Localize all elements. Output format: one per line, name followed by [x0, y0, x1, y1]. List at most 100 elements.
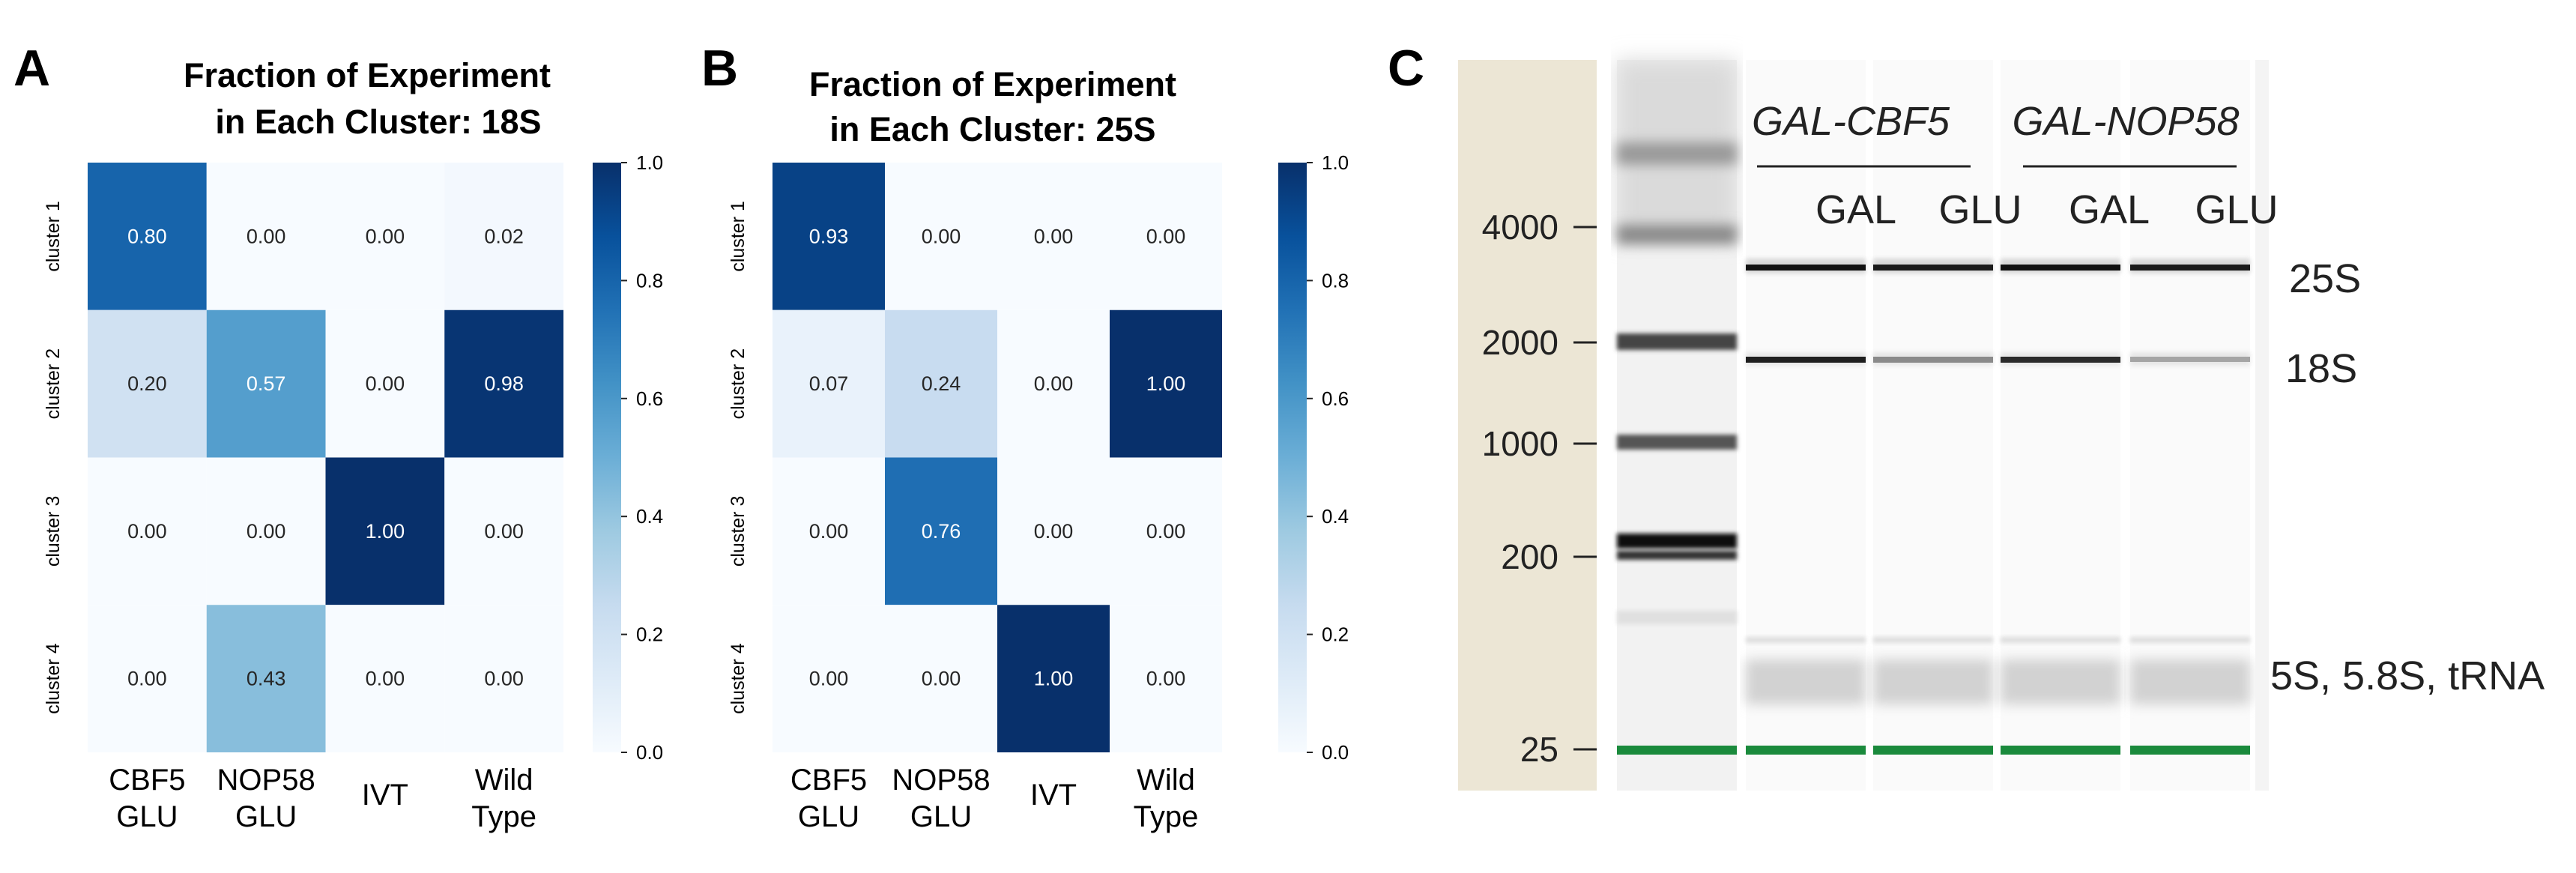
lane-small-rna-smear [1873, 659, 1993, 704]
heatmap-cell-r4-c1 [773, 605, 885, 752]
heatmap-cell-r3-c1 [773, 457, 885, 605]
ladder-band-6000 [1617, 142, 1737, 165]
lane-small-rna-smear [1746, 659, 1866, 704]
heatmap-cell-label-r4-c2: 0.00 [922, 668, 961, 690]
heatmap-cell-r4-c2 [206, 605, 326, 752]
lane-18s-band [2001, 357, 2120, 363]
heatmap-cell-r4-c4 [444, 605, 563, 752]
panel-a-title-line2: in Each Cluster: 18S [215, 103, 541, 141]
heatmap-cell-label-r3-c2: 0.00 [247, 520, 286, 543]
lane-18s-band [1873, 357, 1993, 363]
heatmap-cell-label-r4-c1: 0.00 [809, 668, 849, 690]
ladder-band-1000 [1617, 435, 1737, 450]
heatmap-cell-r4-c1 [88, 605, 207, 752]
heatmap-25s: 0.93 0.00 0.00 0.00 0.07 0.24 0.00 1.00 0.00 0.76… [728, 163, 1222, 833]
gel-lane-3 [2001, 60, 2120, 791]
heatmap-cell-label-r1-c1: 0.80 [127, 225, 167, 247]
panel-b-title-line2: in Each Cluster: 25S [829, 110, 1155, 148]
heatmap-cell-label-r2-c3: 0.00 [366, 372, 405, 395]
gel-band-25s-label: 25S [2289, 256, 2361, 301]
x-tick-label-1: CBF5 GLU [790, 764, 867, 833]
heatmap-cell-r1-c1 [88, 163, 207, 310]
gel-tick-label-2: 2000 [1482, 323, 1558, 362]
gel-lane-2-label: GLU [1938, 187, 2022, 232]
gel-group-cbf5-label: GAL-CBF5 [1752, 99, 1950, 144]
x-tick-label-4: Wild Type [1134, 764, 1199, 833]
lane-small-rna-smear [2130, 659, 2250, 704]
y-tick-label-2: cluster 2 [43, 348, 64, 419]
x-tick-label-3: IVT [1030, 779, 1077, 812]
heatmap-cell-r1-c3 [997, 163, 1110, 310]
lane-marker-25 [1746, 746, 1866, 755]
colorbar-tick-label-1: 0.0 [1322, 741, 1349, 764]
ladder-band-2000 [1617, 333, 1737, 350]
panel-c: C 4000 2000 1000 200 25 GAL-CBF5 GAL-NOP58 G… [1388, 40, 2545, 791]
heatmap-cell-label-r2-c1: 0.20 [127, 372, 167, 395]
lane-25s-band [2001, 265, 2120, 271]
gel-lane-4-label: GLU [2195, 187, 2278, 232]
heatmap-cell-r3-c3 [997, 457, 1110, 605]
y-tick-label-2: cluster 2 [728, 348, 749, 419]
colorbar-tick-label-2: 0.2 [1322, 623, 1349, 646]
heatmap-cell-label-r4-c1: 0.00 [127, 668, 167, 690]
heatmap-cell-label-r1-c1: 0.93 [809, 225, 849, 247]
heatmap-cell-r1-c4 [1110, 163, 1222, 310]
heatmap-cell-label-r3-c3: 0.00 [1034, 520, 1074, 543]
heatmap-cell-r2-c4 [444, 309, 563, 458]
colorbar-tick-label-5: 0.8 [636, 269, 663, 291]
heatmap-cell-r1-c1 [773, 163, 885, 310]
gel-group-nop58-label: GAL-NOP58 [2012, 99, 2239, 144]
colorbar-tick-label-4: 0.6 [1322, 387, 1349, 410]
gel-lane-3-label: GAL [2069, 187, 2150, 232]
gel-tick-label-4: 200 [1501, 537, 1558, 576]
gel-lane-1-label: GAL [1815, 187, 1896, 232]
lane-marker-25 [2130, 746, 2250, 755]
lane-marker-25 [1873, 746, 1993, 755]
gel-ladder-scale-bg [1458, 60, 1597, 791]
heatmap-cell-r3-c1 [88, 457, 207, 605]
heatmap-cell-r4-c4 [1110, 605, 1222, 752]
heatmap-cell-r2-c2 [885, 309, 997, 458]
heatmap-cell-r1-c2 [206, 163, 326, 310]
heatmap-cell-r3-c2 [206, 457, 326, 605]
panel-c-letter: C [1388, 40, 1424, 97]
colorbar-tick-label-4: 0.6 [636, 387, 663, 410]
ladder-band-200 [1617, 551, 1737, 560]
lane-25s-band [1873, 265, 1993, 271]
panel-b-letter: B [701, 40, 738, 97]
colorbar-gradient [1278, 163, 1307, 752]
ladder-band-faint [1617, 611, 1737, 624]
lane-faint-band [2130, 637, 2250, 643]
heatmap-cell-r3-c4 [1110, 457, 1222, 605]
panel-a: A Fraction of Experiment in Each Cluster… [13, 40, 663, 833]
heatmap-cell-label-r4-c3: 1.00 [1034, 668, 1074, 690]
y-tick-label-1: cluster 1 [728, 201, 749, 271]
ladder-band-4000 [1617, 225, 1737, 244]
colorbar-tick-label-2: 0.2 [636, 623, 663, 646]
lane-25s-band [1746, 265, 1866, 271]
heatmap-cell-r3-c2 [885, 457, 997, 605]
colorbar-tick-label-6: 1.0 [636, 151, 663, 174]
heatmap-cell-r2-c1 [773, 309, 885, 458]
heatmap-cell-r2-c1 [88, 309, 207, 458]
heatmap-cell-label-r1-c3: 0.00 [1034, 225, 1074, 247]
gel-tick-label-3: 1000 [1482, 424, 1558, 463]
panel-b: B Fraction of Experiment in Each Cluster… [701, 40, 1349, 833]
heatmap-cell-r4-c3 [325, 605, 445, 752]
lane-25s-band [2130, 265, 2250, 271]
heatmap-18s: 0.80 0.00 0.00 0.02 0.20 0.57 0.00 0.98 0.00 0.00… [43, 163, 563, 833]
heatmap-cell-label-r4-c4: 0.00 [484, 668, 524, 690]
colorbar-tick-label-6: 1.0 [1322, 151, 1349, 174]
lane-18s-band [2130, 357, 2250, 362]
heatmap-cell-label-r2-c2: 0.24 [922, 372, 961, 395]
gel-lane-2 [1873, 60, 1993, 791]
x-tick-label-4: Wild Type [471, 764, 536, 833]
colorbar-tick-label-3: 0.4 [636, 505, 663, 528]
heatmap-cell-label-r4-c3: 0.00 [366, 668, 405, 690]
gel-band-18s-label: 18S [2285, 346, 2357, 391]
panel-a-title-line1: Fraction of Experiment [184, 56, 551, 94]
heatmap-cell-label-r1-c2: 0.00 [922, 225, 961, 247]
heatmap-cell-label-r2-c4: 1.00 [1146, 372, 1186, 395]
ladder-marker-25 [1617, 746, 1737, 755]
